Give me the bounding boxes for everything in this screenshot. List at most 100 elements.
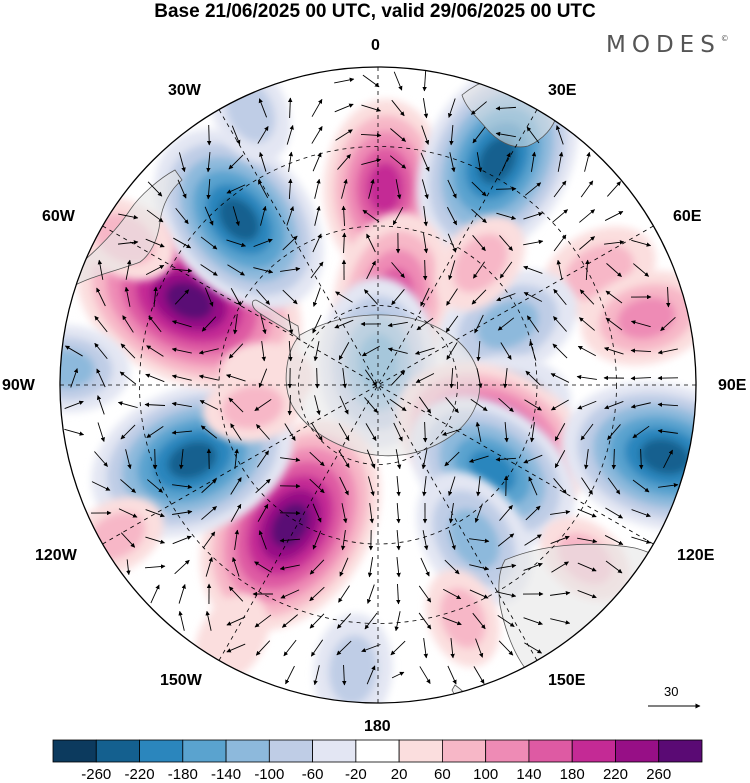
wind-arrow [230,423,242,441]
wind-arrow [283,639,297,657]
wind-arrow [495,186,517,192]
lon-label-30e: 30E [548,82,577,99]
wind-arrow [175,207,189,225]
wind-arrow [342,232,347,254]
wind-arrow [172,484,193,490]
wind-arrow [448,530,456,551]
wind-arrow [447,179,457,199]
wind-arrow [499,505,513,521]
wind-arrow [472,235,486,252]
wind-arrow [94,451,108,467]
wind-arrow [64,428,85,436]
wind-arrow [418,396,432,414]
wind-arrow [279,538,301,543]
wind-arrow [391,99,405,117]
anomaly-contour [367,162,403,214]
lon-label-180: 180 [364,718,391,735]
wind-arrow [288,178,293,200]
wind-arrow [447,233,457,253]
wind-arrow [418,585,432,603]
reference-vector-label: 30 [664,684,679,699]
wind-arrow [226,616,246,626]
colorbar-swatch [441,739,487,763]
wind-arrow [120,424,136,440]
anomaly-contour [167,441,217,479]
wind-arrow [469,589,489,599]
wind-arrow [337,154,351,170]
wind-arrow [230,477,242,495]
wind-arrow [469,455,489,463]
wind-arrow [286,206,295,226]
wind-arrow [254,614,272,628]
wind-arrow [200,264,218,276]
wind-arrow [611,448,617,470]
wind-arrow [91,481,111,491]
wind-arrow [204,206,214,226]
wind-arrow [658,482,679,488]
wind-arrow [577,537,598,544]
wind-arrow [395,449,402,470]
wind-arrow [313,341,320,362]
wind-arrow [422,421,428,443]
colorbar-tick-label: 180 [559,766,585,783]
wind-arrow [422,98,429,119]
wind-arrow [228,154,244,170]
colorbar-swatch [528,739,573,763]
colorbar-swatch [225,739,270,763]
wind-arrow [172,268,193,273]
colorbar-tick-label: -180 [167,766,198,783]
wind-arrow [361,345,380,357]
wind-arrow [64,400,84,409]
colorbar-tick-label: 260 [646,766,672,783]
wind-arrow [171,374,192,381]
wind-arrow [395,179,402,200]
wind-arrow [226,184,246,194]
wind-arrow [529,422,535,443]
wind-arrow [364,612,378,630]
wind-arrow [476,152,483,173]
wind-arrow [604,401,624,410]
colorbar-swatch [52,739,97,763]
wind-arrow [472,126,486,144]
wind-arrow [606,263,622,277]
wind-arrow [125,449,132,470]
wind-arrow [118,213,139,220]
wind-arrow [497,615,515,627]
wind-arrow [630,348,652,353]
wind-arrow [338,423,350,442]
wind-arrow [660,316,676,332]
wind-arrow [364,397,378,413]
wind-arrow [334,319,354,329]
wind-arrow [198,348,219,355]
colorbar-swatch [485,739,530,763]
wind-arrow [473,261,485,279]
wind-arrow [473,666,485,685]
map-title: Base 21/06/2025 00 UTC, valid 29/06/2025… [154,1,596,22]
wind-arrow [550,590,571,596]
wind-arrow [145,509,165,518]
wind-arrow [657,428,678,434]
wind-arrow [579,236,595,250]
wind-arrow [391,289,405,306]
wind-arrow [120,343,136,359]
wind-arrow [254,398,272,412]
wind-arrow [178,610,185,631]
wind-arrow [495,131,516,138]
wind-arrow [64,345,83,357]
lon-label-30w: 30W [168,82,201,99]
wind-arrow [280,266,301,272]
wind-arrow [657,402,679,407]
wind-arrow [607,181,621,197]
wind-arrow [423,638,429,659]
wind-arrow [363,289,379,305]
wind-arrow [174,289,190,305]
wind-arrow [364,369,378,387]
colorbar-tick-label: -60 [301,766,324,783]
wind-arrow [172,535,192,545]
wind-arrow [232,557,240,577]
wind-arrow [470,101,487,115]
wind-arrow [126,559,131,576]
lon-label-60e: 60E [673,208,702,225]
wind-arrow [258,368,268,388]
wind-arrow [396,476,401,497]
